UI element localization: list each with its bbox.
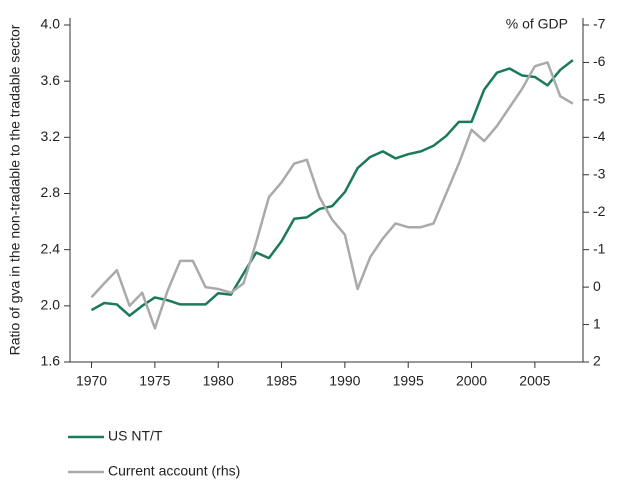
y-tick-label: 3.6 (41, 72, 61, 88)
y2-axis-title: % of GDP (506, 16, 568, 32)
legend-label: US NT/T (108, 428, 163, 444)
x-tick-label: 1970 (76, 373, 107, 389)
y2-tick-label: -5 (593, 91, 606, 107)
y2-tick-label: -2 (593, 203, 606, 219)
y-tick-label: 4.0 (41, 16, 61, 32)
x-tick-label: 1990 (329, 373, 360, 389)
y-tick-label: 2.4 (41, 240, 61, 256)
y2-tick-label: 0 (593, 278, 601, 294)
y-axis-title: Ratio of gva in the non-tradable to the … (7, 24, 23, 355)
x-tick-label: 1980 (203, 373, 234, 389)
x-tick-label: 2000 (456, 373, 487, 389)
legend-label: Current account (rhs) (108, 463, 240, 479)
y2-tick-label: -6 (593, 53, 606, 69)
series-line (90, 61, 574, 330)
y2-tick-label: 2 (593, 353, 601, 369)
x-tick-label: 1975 (139, 373, 170, 389)
x-tick-label: 1985 (266, 373, 297, 389)
y2-tick-label: -7 (593, 16, 606, 32)
y2-tick-label: -4 (593, 128, 606, 144)
y-tick-label: 2.0 (41, 297, 61, 313)
y2-tick-label: -3 (593, 165, 606, 181)
y-tick-label: 1.6 (41, 353, 61, 369)
x-tick-label: 1995 (393, 373, 424, 389)
y2-tick-label: -1 (593, 240, 606, 256)
y-tick-label: 2.8 (41, 184, 61, 200)
y-tick-label: 3.2 (41, 128, 61, 144)
series-line (90, 59, 574, 317)
x-tick-label: 2005 (519, 373, 550, 389)
y2-tick-label: 1 (593, 315, 601, 331)
